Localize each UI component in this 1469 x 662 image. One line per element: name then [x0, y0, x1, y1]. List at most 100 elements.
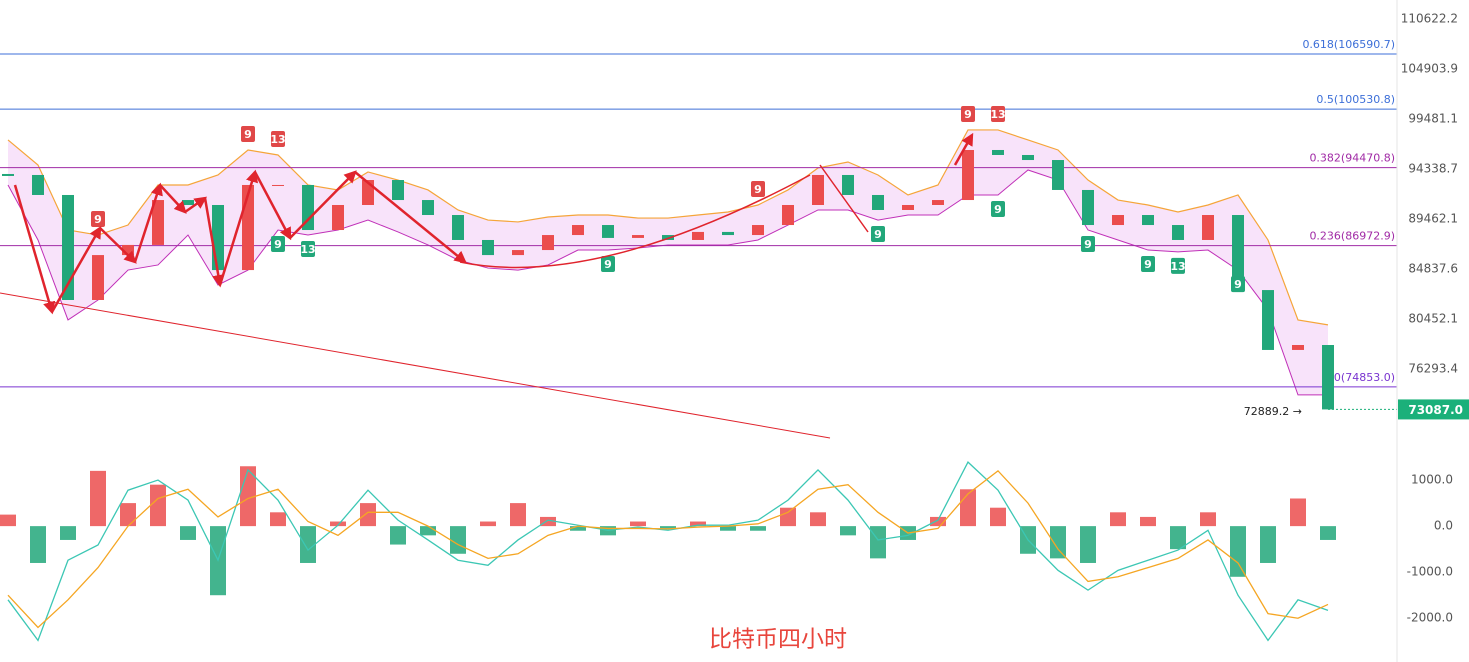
- candle: [692, 231, 704, 240]
- td-label: 9: [754, 183, 762, 196]
- arrow: [133, 182, 163, 263]
- td-label: 13: [990, 108, 1005, 121]
- arrow: [159, 184, 187, 214]
- dea-line: [7, 469, 1329, 629]
- candle: [1292, 345, 1304, 350]
- td-label: 9: [964, 108, 972, 121]
- macd-bar: [840, 526, 856, 536]
- macd-bar: [540, 516, 556, 527]
- candle: [1172, 225, 1184, 240]
- dif-line: [7, 461, 1329, 642]
- candle: [842, 174, 854, 195]
- candle: [332, 204, 344, 231]
- arrow: [184, 196, 208, 214]
- fib-label: 0.382(94470.8): [1309, 152, 1395, 165]
- td-badge: [1081, 236, 1095, 253]
- candle: [302, 184, 314, 231]
- td-label: 13: [300, 243, 315, 256]
- macd-bar: [660, 526, 676, 529]
- macd-bar: [750, 526, 766, 531]
- td-badge: [991, 105, 1005, 122]
- fib-label: 0.5(100530.8): [1316, 93, 1395, 106]
- td-badge: [991, 200, 1005, 217]
- candle: [1202, 215, 1214, 240]
- candle: [542, 235, 554, 251]
- candle: [752, 225, 764, 236]
- macd-bar: [270, 512, 286, 527]
- last-price-label: 73087.0: [1408, 403, 1463, 417]
- td-badge: [1231, 276, 1245, 293]
- td-badge: [1141, 256, 1155, 273]
- td-label: 9: [1234, 278, 1242, 291]
- candle: [572, 225, 584, 236]
- macd-bar: [1050, 526, 1066, 559]
- macd-bar: [360, 503, 376, 527]
- candle: [32, 174, 44, 195]
- candle: [962, 149, 974, 201]
- macd-bar: [1140, 516, 1156, 527]
- candle: [182, 200, 194, 205]
- macd-bar: [930, 516, 946, 527]
- td-label: 9: [994, 203, 1002, 216]
- macd-bar: [180, 526, 196, 540]
- td-badge: [301, 241, 315, 258]
- candle: [1082, 189, 1094, 226]
- td-label: 9: [244, 128, 252, 141]
- candle: [482, 239, 494, 256]
- candle: [1232, 215, 1244, 291]
- candle: [122, 244, 134, 256]
- td-label: 9: [1144, 258, 1152, 271]
- candle: [872, 194, 884, 210]
- upper-band: [7, 129, 1329, 326]
- trend-line: [0, 292, 831, 439]
- candle: [452, 215, 464, 240]
- fib-label: 0(74853.0): [1334, 371, 1395, 384]
- macd-bar: [990, 507, 1006, 527]
- td-label: 9: [274, 238, 282, 251]
- td-label: 13: [270, 133, 285, 146]
- candle: [932, 200, 944, 205]
- macd-bar: [1170, 526, 1186, 550]
- td-badge: [1171, 257, 1185, 274]
- macd-bar: [450, 526, 466, 554]
- y-tick-label: 84837.6: [1408, 261, 1458, 275]
- macd-bar: [510, 503, 526, 527]
- candle: [662, 235, 674, 240]
- candle: [392, 180, 404, 201]
- candle: [1322, 345, 1334, 410]
- macd-bar: [720, 526, 736, 531]
- y-tick-label: -1000.0: [1407, 565, 1453, 579]
- macd-bar: [1230, 526, 1246, 577]
- macd-bar: [630, 521, 646, 527]
- macd-bar: [150, 484, 166, 527]
- fib-label: 0.236(86972.9): [1309, 230, 1395, 243]
- candle: [1052, 160, 1064, 190]
- macd-bar: [1290, 498, 1306, 527]
- macd-bar: [0, 514, 16, 527]
- macd-bar: [300, 526, 316, 563]
- macd-bar: [1320, 526, 1336, 540]
- candle: [1262, 290, 1274, 350]
- macd-bar: [1260, 526, 1276, 563]
- candle: [992, 149, 1004, 155]
- arrow: [253, 171, 292, 241]
- macd-bar: [120, 503, 136, 527]
- macd-bar: [570, 526, 586, 531]
- y-tick-label: 110622.2: [1401, 11, 1458, 25]
- td-badge: [871, 226, 885, 243]
- candle: [422, 200, 434, 216]
- arrow: [99, 227, 137, 264]
- y-tick-label: 99481.1: [1408, 111, 1458, 125]
- candle: [902, 204, 914, 210]
- y-tick-label: 76293.4: [1408, 361, 1458, 375]
- candle: [212, 204, 224, 271]
- candle: [62, 194, 74, 300]
- y-tick-label: 80452.1: [1408, 311, 1458, 325]
- macd-bar: [1200, 512, 1216, 527]
- macd-bar: [1080, 526, 1096, 563]
- td-badge: [961, 105, 975, 122]
- candle: [722, 231, 734, 236]
- plot: 0.618(106590.7) 0.5(100530.8) 0.382(94470.…: [0, 38, 1397, 642]
- candle: [1142, 215, 1154, 226]
